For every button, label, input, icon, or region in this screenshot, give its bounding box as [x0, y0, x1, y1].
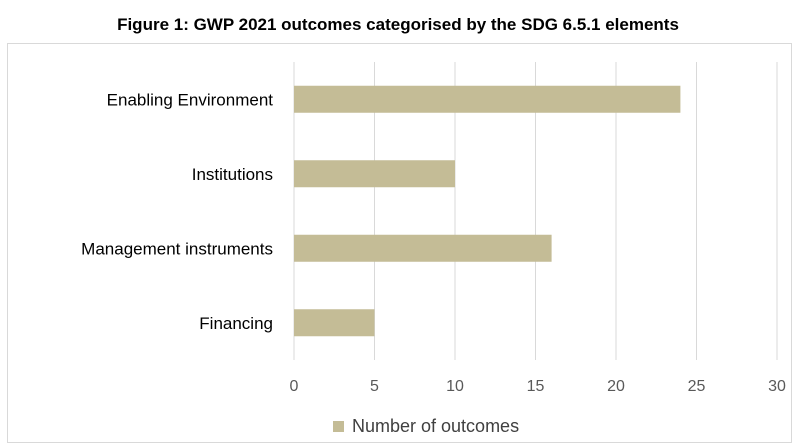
bar [294, 309, 375, 337]
legend: Number of outcomes [333, 416, 519, 437]
bar [294, 160, 455, 188]
x-tick-label: 10 [446, 378, 464, 395]
category-label: Management instruments [81, 239, 273, 258]
chart-title: Figure 1: GWP 2021 outcomes categorised … [117, 15, 679, 34]
x-tick-label: 5 [370, 378, 379, 395]
bar [294, 85, 681, 113]
chart-frame [7, 43, 792, 443]
category-label: Financing [199, 314, 273, 333]
legend-label: Number of outcomes [352, 416, 520, 436]
legend-swatch [333, 421, 344, 432]
x-tick-label: 0 [290, 378, 299, 395]
x-tick-label: 30 [768, 378, 786, 395]
x-tick-label: 20 [607, 378, 625, 395]
bar [294, 234, 552, 262]
category-label: Enabling Environment [107, 90, 274, 109]
x-tick-label: 15 [527, 378, 545, 395]
category-label: Institutions [192, 165, 273, 184]
x-tick-label: 25 [688, 378, 706, 395]
